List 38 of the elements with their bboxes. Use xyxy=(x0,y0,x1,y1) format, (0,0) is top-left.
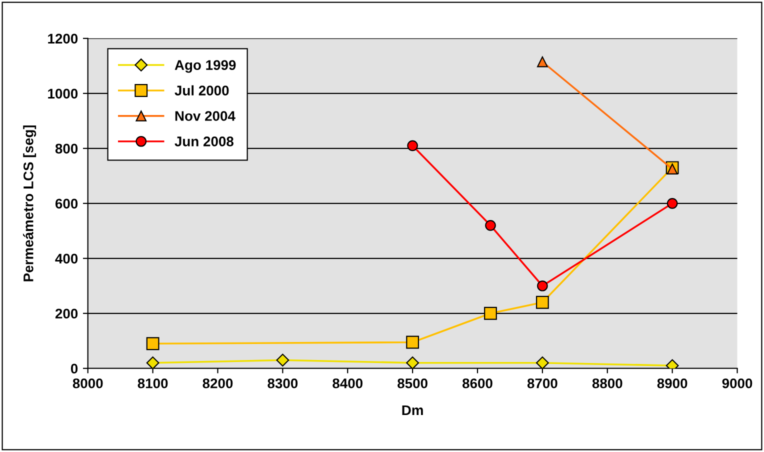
point xyxy=(666,198,678,209)
point xyxy=(146,356,160,368)
x-tick-label: 8800 xyxy=(592,378,622,388)
point xyxy=(276,354,290,367)
y-tick-label: 0 xyxy=(70,364,78,374)
x-tick-label: 8700 xyxy=(527,378,558,388)
y-tick-label: 600 xyxy=(55,198,78,209)
y-tick-label: 400 xyxy=(55,254,78,264)
point xyxy=(485,220,496,231)
legend-label: Jun 2008 xyxy=(174,136,234,146)
x-axis-title: Dm xyxy=(402,405,423,416)
y-axis-title: Permeámetro LCS [seg] xyxy=(23,125,36,282)
point xyxy=(666,164,678,174)
legend-label: Ago 1999 xyxy=(174,60,236,73)
x-tick-label: 8000 xyxy=(72,378,103,388)
point xyxy=(537,56,548,68)
y-tick-label: 1000 xyxy=(48,88,78,99)
x-tick-label: 9000 xyxy=(722,378,752,388)
x-tick-label: 8500 xyxy=(398,378,428,388)
x-tick-label: 8400 xyxy=(332,378,362,388)
x-tick-label: 8200 xyxy=(202,378,233,388)
point xyxy=(146,337,160,350)
x-tick-label: 8100 xyxy=(138,378,168,388)
legend-label: Jul 2000 xyxy=(174,85,229,96)
y-tick-label: 1200 xyxy=(48,34,78,44)
point xyxy=(536,356,549,368)
point xyxy=(536,296,549,309)
legend-label: Nov 2004 xyxy=(175,111,236,121)
x-tick-label: 8300 xyxy=(268,378,298,388)
x-tick-label: 8600 xyxy=(462,378,492,388)
point xyxy=(406,356,420,368)
x-tick-label: 8900 xyxy=(657,378,688,388)
y-tick-label: 200 xyxy=(55,308,78,319)
y-tick-label: 800 xyxy=(55,144,78,154)
point xyxy=(406,336,420,349)
point xyxy=(537,280,548,292)
point xyxy=(407,140,418,152)
point xyxy=(484,306,497,320)
